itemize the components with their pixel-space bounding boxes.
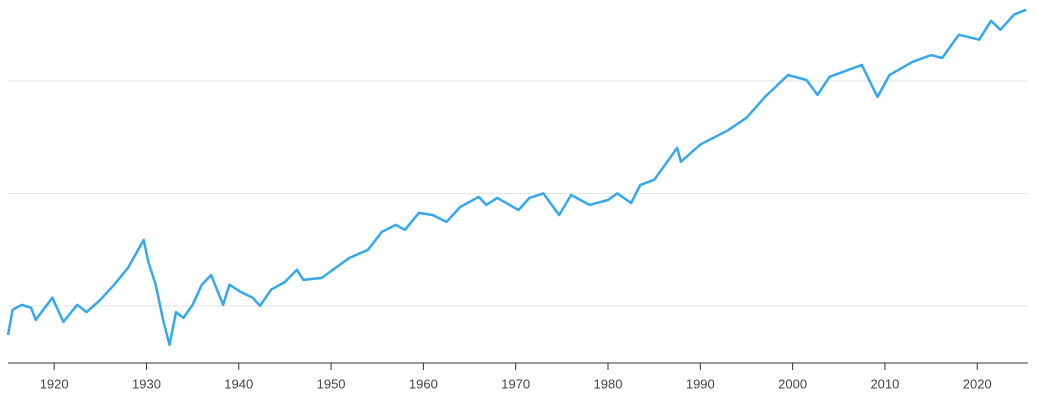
x-tick-label: 1990 xyxy=(686,376,715,391)
x-tick-label: 1960 xyxy=(409,376,438,391)
line xyxy=(6,8,1027,347)
x-tick-label: 1940 xyxy=(224,376,253,391)
x-tick-label: 1980 xyxy=(594,376,623,391)
x-tick-label: 2020 xyxy=(963,376,992,391)
x-tick-label: 2010 xyxy=(870,376,899,391)
x-tick-label: 1970 xyxy=(501,376,530,391)
x-tick-label: 1920 xyxy=(40,376,69,391)
x-tick-label: 2000 xyxy=(778,376,807,391)
x-tick-label: 1950 xyxy=(317,376,346,391)
x-tick-label: 1930 xyxy=(132,376,161,391)
